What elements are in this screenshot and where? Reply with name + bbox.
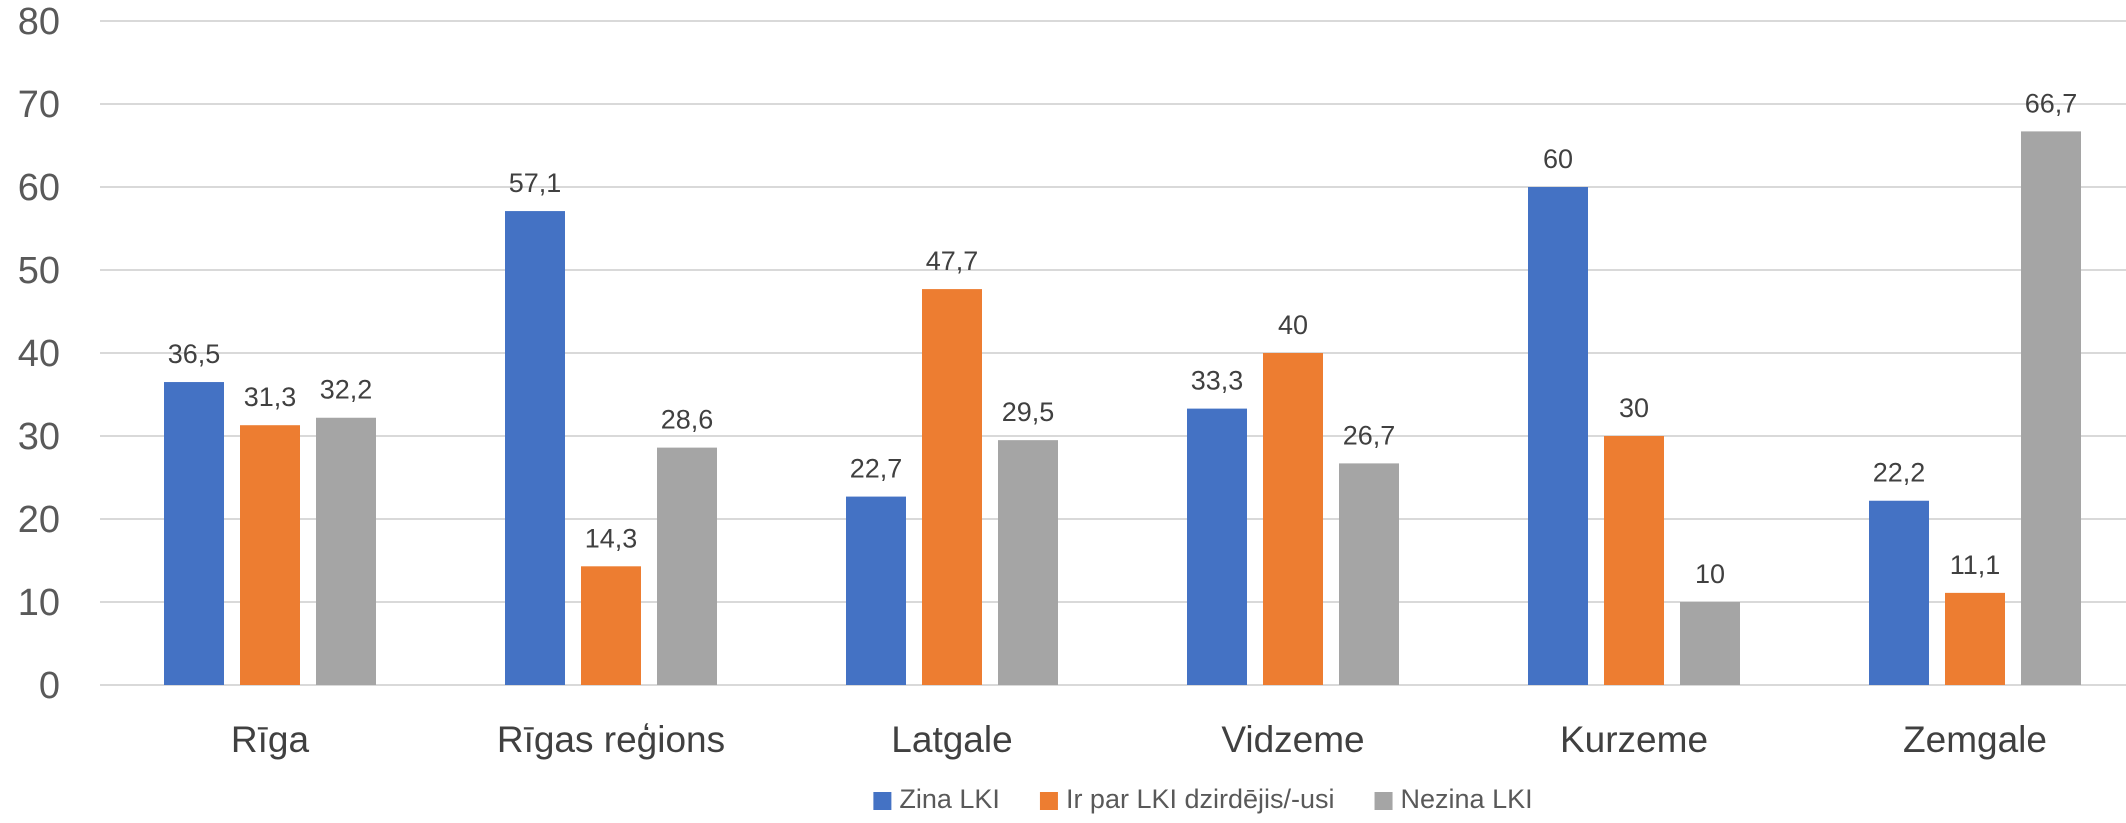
data-label: 33,3 bbox=[1191, 366, 1244, 396]
data-label: 40 bbox=[1278, 310, 1308, 340]
gridlines bbox=[100, 20, 2126, 686]
y-tick-label: 50 bbox=[18, 250, 60, 292]
x-axis-category-labels: Rīga Rīgas reģions Latgale Vidzeme Kurzeme Ze… bbox=[231, 719, 2047, 760]
data-label: 22,7 bbox=[850, 454, 903, 484]
legend-label: Nezina LKI bbox=[1401, 784, 1533, 814]
data-label: 26,7 bbox=[1343, 420, 1396, 450]
bar bbox=[1339, 463, 1399, 685]
y-tick-label: 30 bbox=[18, 416, 60, 458]
data-label: 57,1 bbox=[509, 168, 562, 198]
bar bbox=[1604, 436, 1664, 685]
legend-swatch bbox=[873, 792, 892, 810]
bar bbox=[657, 447, 717, 685]
bar bbox=[2021, 131, 2081, 685]
data-labels: 36,5 31,3 32,2 57,1 14,3 28,6 22,7 47,7 29,5 33,3… bbox=[168, 88, 2078, 589]
data-label: 10 bbox=[1695, 559, 1725, 589]
data-label: 60 bbox=[1543, 144, 1573, 174]
bar bbox=[1187, 408, 1247, 685]
data-label: 32,2 bbox=[320, 375, 373, 405]
bar bbox=[1263, 353, 1323, 685]
bar bbox=[1528, 187, 1588, 685]
y-tick-label: 0 bbox=[39, 665, 60, 707]
y-axis-tick-labels: 0 10 20 30 40 50 60 70 80 bbox=[18, 1, 60, 707]
y-tick-label: 70 bbox=[18, 84, 60, 126]
bar bbox=[505, 211, 565, 685]
y-tick-label: 10 bbox=[18, 582, 60, 624]
bar bbox=[922, 289, 982, 685]
bar bbox=[998, 440, 1058, 685]
data-label: 66,7 bbox=[2025, 88, 2078, 118]
y-tick-label: 20 bbox=[18, 499, 60, 541]
data-label: 11,1 bbox=[1950, 550, 2001, 580]
x-tick-label: Rīga bbox=[231, 719, 310, 760]
data-label: 22,2 bbox=[1873, 458, 1926, 488]
x-tick-label: Kurzeme bbox=[1560, 719, 1708, 760]
data-label: 28,6 bbox=[661, 405, 714, 435]
y-tick-label: 60 bbox=[18, 167, 60, 209]
data-label: 14,3 bbox=[585, 523, 638, 553]
data-label: 31,3 bbox=[244, 382, 297, 412]
legend-swatch bbox=[1039, 792, 1058, 810]
legend: Zina LKI Ir par LKI dzirdējis/-usi Nezina … bbox=[873, 784, 1533, 814]
y-tick-label: 40 bbox=[18, 333, 60, 375]
y-tick-label: 80 bbox=[18, 1, 60, 43]
bar bbox=[240, 425, 300, 685]
bar bbox=[1869, 500, 1929, 685]
bar bbox=[164, 382, 224, 685]
x-tick-label: Zemgale bbox=[1903, 719, 2047, 760]
legend-swatch bbox=[1374, 792, 1393, 810]
bar bbox=[846, 496, 906, 685]
x-tick-label: Vidzeme bbox=[1221, 719, 1364, 760]
legend-label: Zina LKI bbox=[899, 784, 1000, 814]
bars bbox=[164, 131, 2081, 685]
data-label: 29,5 bbox=[1002, 397, 1055, 427]
data-label: 30 bbox=[1619, 393, 1649, 423]
bar bbox=[1680, 602, 1740, 685]
x-tick-label: Rīgas reģions bbox=[497, 719, 725, 760]
legend-label: Ir par LKI dzirdējis/-usi bbox=[1066, 784, 1335, 814]
bar bbox=[581, 566, 641, 685]
data-label: 36,5 bbox=[168, 339, 221, 369]
bar bbox=[1945, 592, 2005, 685]
x-tick-label: Latgale bbox=[891, 719, 1012, 760]
data-label: 47,7 bbox=[926, 246, 979, 276]
bar bbox=[316, 417, 376, 685]
